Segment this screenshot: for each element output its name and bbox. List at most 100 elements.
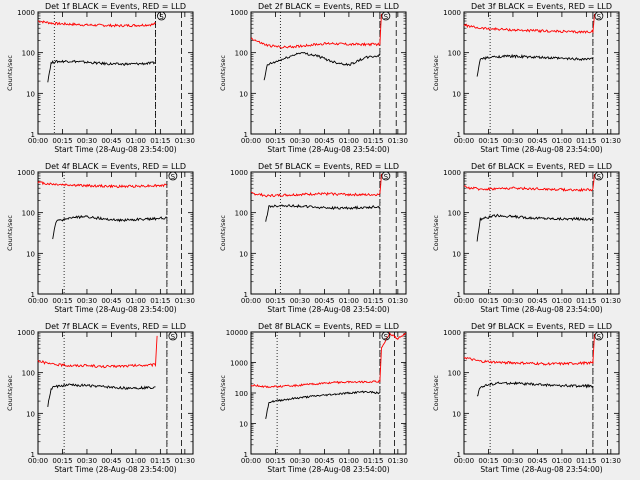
x-tick-label: 00:15 <box>52 297 72 305</box>
x-tick-label: 01:00 <box>552 457 572 465</box>
events-series-line <box>265 203 381 222</box>
x-axis-label: Start Time (28-Aug-08 23:54:00) <box>267 305 389 314</box>
x-tick-label: 01:15 <box>363 297 383 305</box>
x-tick-label: 00:30 <box>503 457 523 465</box>
marker-label: S <box>597 13 602 21</box>
y-axis-label: Counts/sec <box>219 375 227 411</box>
x-tick-label: 00:15 <box>478 137 498 145</box>
chart-title: Det 7f BLACK = Events, RED = LLD <box>45 322 186 331</box>
x-tick-label: 00:45 <box>101 457 121 465</box>
y-tick-label: 10 <box>239 250 248 258</box>
x-tick-label: 01:15 <box>576 137 596 145</box>
x-tick-label: 00:45 <box>314 297 334 305</box>
chart-panel: Det 7f BLACK = Events, RED = LLD 1 10 100 10… <box>6 322 195 474</box>
x-tick-label: 01:00 <box>552 137 572 145</box>
lld-series-line <box>38 20 156 28</box>
x-tick-label: 01:00 <box>126 297 146 305</box>
x-tick-label: 01:30 <box>175 457 195 465</box>
x-tick-label: 00:15 <box>265 297 285 305</box>
lld-series-line <box>250 173 382 198</box>
marker-circle <box>168 171 178 181</box>
x-axis-label: Start Time (28-Aug-08 23:54:00) <box>54 465 176 474</box>
y-tick-label: 10 <box>26 90 35 98</box>
chart-title: Det 5f BLACK = Events, RED = LLD <box>258 162 399 171</box>
chart-panel: Det 4f BLACK = Events, RED = LLD 1 10 100 10… <box>6 162 195 314</box>
chart-panel: Det 2f BLACK = Events, RED = LLD 1 10 100 10… <box>219 2 408 154</box>
x-axis-label: Start Time (28-Aug-08 23:54:00) <box>480 305 602 314</box>
x-tick-label: 01:30 <box>601 137 621 145</box>
x-tick-label: 00:15 <box>478 297 498 305</box>
y-tick-label: 1000 <box>443 169 461 177</box>
y-tick-label: 10 <box>452 410 461 418</box>
y-tick-label: 10 <box>452 250 461 258</box>
marker-label: S <box>159 13 164 21</box>
lld-series-line <box>463 173 595 192</box>
marker-label: S <box>171 333 176 341</box>
y-tick-label: 1000 <box>443 9 461 17</box>
x-tick-label: 00:15 <box>478 457 498 465</box>
events-series-line <box>47 59 156 83</box>
plot-frame <box>463 11 620 135</box>
y-axis-label: Counts/sec <box>219 215 227 251</box>
marker-circle <box>168 331 178 341</box>
y-tick-label: 10 <box>239 90 248 98</box>
chart-title: Det 3f BLACK = Events, RED = LLD <box>471 2 612 11</box>
y-tick-label: 100 <box>448 370 461 378</box>
y-tick-label: 10 <box>239 421 248 429</box>
y-tick-label: 10 <box>452 90 461 98</box>
x-tick-label: 01:30 <box>175 137 195 145</box>
x-tick-label: 01:15 <box>150 457 170 465</box>
y-tick-label: 10 <box>26 250 35 258</box>
y-tick-label: 100 <box>235 210 248 218</box>
events-series-line <box>47 383 156 407</box>
x-tick-label: 01:15 <box>150 297 170 305</box>
chart-title: Det 6f BLACK = Events, RED = LLD <box>471 162 612 171</box>
y-tick-label: 1000 <box>17 9 35 17</box>
y-tick-label: 1 <box>457 291 461 299</box>
lld-series-line <box>463 333 595 366</box>
x-tick-label: 00:15 <box>52 137 72 145</box>
y-axis-label: Counts/sec <box>219 55 227 91</box>
events-series-line <box>265 390 380 419</box>
x-tick-label: 00:15 <box>265 457 285 465</box>
marker-circle <box>381 171 391 181</box>
x-axis-label: Start Time (28-Aug-08 23:54:00) <box>267 465 389 474</box>
x-tick-label: 00:30 <box>290 137 310 145</box>
chart-title: Det 8f BLACK = Events, RED = LLD <box>258 322 399 331</box>
plot-frame <box>37 11 194 135</box>
marker-circle <box>594 11 604 21</box>
x-tick-label: 00:00 <box>28 137 48 145</box>
x-tick-label: 01:00 <box>339 137 359 145</box>
x-tick-label: 01:30 <box>175 297 195 305</box>
events-series-line <box>476 213 593 242</box>
y-tick-label: 1 <box>457 451 461 459</box>
plot-frame <box>37 171 194 295</box>
y-tick-label: 100 <box>22 370 35 378</box>
y-axis-label: Counts/sec <box>432 215 440 251</box>
x-tick-label: 00:45 <box>527 137 547 145</box>
x-tick-label: 00:30 <box>290 297 310 305</box>
chart-panel: Det 1f BLACK = Events, RED = LLD 1 10 100 10… <box>6 2 195 154</box>
y-tick-label: 10 <box>26 410 35 418</box>
chart-title: Det 2f BLACK = Events, RED = LLD <box>258 2 399 11</box>
y-axis-label: Counts/sec <box>6 375 14 411</box>
x-tick-label: 00:45 <box>527 457 547 465</box>
x-axis-label: Start Time (28-Aug-08 23:54:00) <box>267 145 389 154</box>
plot-frame <box>250 11 407 135</box>
chart-panel: Det 6f BLACK = Events, RED = LLD 1 10 100 10… <box>432 162 621 314</box>
x-tick-label: 01:30 <box>388 137 408 145</box>
lld-series-line <box>250 13 382 49</box>
y-tick-label: 100 <box>448 50 461 58</box>
lld-series-line <box>37 180 168 189</box>
x-tick-label: 01:15 <box>576 297 596 305</box>
chart-title: Det 9f BLACK = Events, RED = LLD <box>471 322 612 331</box>
x-tick-label: 01:15 <box>363 137 383 145</box>
x-tick-label: 01:00 <box>552 297 572 305</box>
marker-label: S <box>384 333 389 341</box>
y-tick-label: 1 <box>31 291 35 299</box>
marker-circle <box>381 331 391 341</box>
marker-label: S <box>384 173 389 181</box>
marker-label: S <box>597 173 602 181</box>
x-tick-label: 00:00 <box>454 457 474 465</box>
